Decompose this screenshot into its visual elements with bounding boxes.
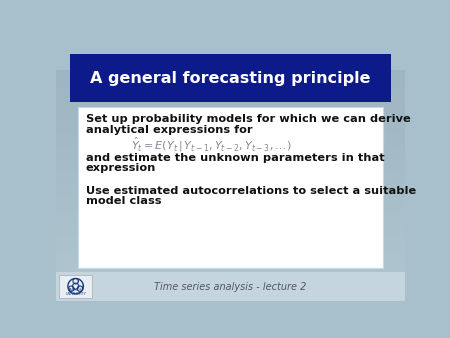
Bar xyxy=(70,54,391,102)
Text: $\hat{Y}_t = E(Y_t\,|\,Y_{t-1},Y_{t-2},Y_{t-3},\ldots)$: $\hat{Y}_t = E(Y_t\,|\,Y_{t-1},Y_{t-2},Y… xyxy=(131,135,292,154)
Text: analytical expressions for: analytical expressions for xyxy=(86,125,252,135)
Text: Time series analysis - lecture 2: Time series analysis - lecture 2 xyxy=(154,282,307,292)
Text: expression: expression xyxy=(86,163,156,173)
Text: Use estimated autocorrelations to select a suitable: Use estimated autocorrelations to select… xyxy=(86,187,416,196)
Text: A general forecasting principle: A general forecasting principle xyxy=(90,71,371,86)
Bar xyxy=(59,275,92,298)
Text: AARHUS
UNIVERSITY: AARHUS UNIVERSITY xyxy=(65,288,86,296)
Bar xyxy=(78,107,383,268)
Bar xyxy=(56,271,405,301)
Text: Set up probability models for which we can derive: Set up probability models for which we c… xyxy=(86,114,410,124)
Text: model class: model class xyxy=(86,196,161,207)
Text: and estimate the unknown parameters in that: and estimate the unknown parameters in t… xyxy=(86,153,384,163)
